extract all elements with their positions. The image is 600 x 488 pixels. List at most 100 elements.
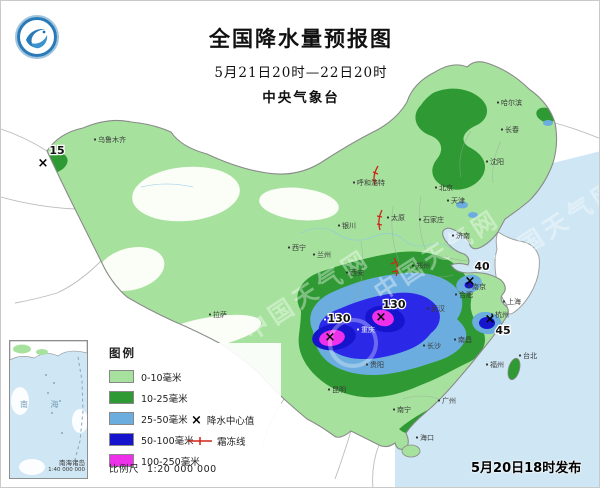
city-label: 长春 [505,125,519,134]
city-dot [93,138,97,141]
legend-label: 0-10毫米 [141,372,182,384]
city-dot [327,388,331,391]
frost-line [371,165,399,277]
city-label: 南宁 [397,405,411,414]
legend-label: 10-25毫米 [141,393,188,405]
legend-swatch [109,370,134,383]
city-dot [208,313,212,316]
precip-center-value: 130 [328,312,351,325]
city-label: 福州 [490,360,504,369]
city-label: 长沙 [427,341,441,350]
city-dot [485,160,489,163]
precip-center-value: 130 [383,298,406,311]
legend-rows: 0-10毫米 10-25毫米 25-50毫米 50-100毫米 100-250毫米 [109,366,277,471]
scale-label: 比例尺 [109,464,140,475]
precip-center-x-icon: × [191,412,202,428]
inset-caption-scale: 1:40 000 000 [48,467,85,474]
dragon-swirl-icon [26,29,46,48]
foreign-border-lines [1,122,599,487]
south-china-sea-inset: 南 海 南海诸岛 1:40 000 000 [9,340,88,479]
city-label: 南京 [472,282,486,291]
city-label: 西安 [350,268,364,277]
legend-swatch [109,454,134,467]
city-label: 乌鲁木齐 [98,135,126,144]
precip-center-mark: × [376,310,387,325]
province-border-lines [355,130,502,400]
city-dot [312,253,316,256]
city-label: 拉萨 [213,310,227,319]
city-dot [500,128,504,131]
city-label: 重庆 [361,325,375,334]
legend-row: 0-10毫米 [109,366,277,387]
city-dot [337,224,341,227]
city-dot [386,216,390,219]
city-dot [502,300,506,303]
zone-100-250 [319,309,394,347]
city-label: 北京 [439,183,453,192]
inset-sea-label: 南 海 [20,400,69,409]
city-label: 呼和浩特 [357,178,385,187]
legend-swatch [109,412,134,425]
city-label: 武汉 [431,304,445,313]
legend-center-label: 降水中心值 [206,416,255,427]
city-dot [496,101,500,104]
city-dot [518,354,522,357]
city-label: 天津 [451,197,465,205]
river-lines [140,183,454,252]
frost-line-icon [188,437,212,445]
legend-title: 图例 [109,346,136,360]
city-label: 海口 [420,433,434,442]
precip-center-mark: × [325,330,336,345]
city-label: 济南 [456,231,470,240]
precip-center-value: 40 [474,260,490,273]
precip-center-value: 45 [495,324,510,337]
city-label: 杭州 [495,310,509,319]
legend-label: 50-100毫米 [141,435,194,447]
precip-center-mark: × [465,274,476,289]
scale-value: 1:20 000 000 [147,464,217,475]
korea-peninsula [494,231,540,315]
precip-center-mark: × [38,156,49,171]
city-dot [345,271,349,274]
precip-centers-layer: ×15×40×45×130 ×130 [38,143,512,345]
city-label: 昆明 [332,386,346,394]
sea-area [395,151,599,487]
city-label: 银川 [342,221,356,230]
legend-frost-symbol: 霜冻线 [187,434,246,448]
city-label: 台北 [523,351,537,360]
taiwan-island [507,357,521,381]
legend-row: 50-100毫米 [109,429,277,450]
city-dot [467,285,471,288]
city-dot [451,234,455,237]
city-label: 上海 [507,297,521,306]
city-dot [356,328,360,331]
city-label: 南昌 [458,335,472,344]
city-dot [352,181,356,184]
release-timestamp: 5月20日18时发布 [471,461,582,476]
city-dot [323,318,327,321]
city-dot [485,363,489,366]
china-border-line [46,61,558,450]
city-dot [418,218,422,221]
city-dot [453,338,457,341]
legend-center-symbol: × 降水中心值 [191,412,255,428]
city-dot [392,408,396,411]
city-dot [426,307,430,310]
city-label: 沈阳 [490,157,504,166]
legend-row: 10-25毫米 [109,387,277,408]
city-dot [446,199,450,202]
map-scale: 比例尺 1:20 000 000 [109,461,217,475]
city-dot [422,344,426,347]
legend: 图例 0-10毫米 10-25毫米 25-50毫米 50-100毫米 100-250毫米… [105,343,281,473]
city-label: 西宁 [292,243,306,252]
city-dot [365,363,369,366]
city-label: 兰州 [317,250,331,259]
legend-row: 25-50毫米 [109,408,277,429]
inset-caption-name: 南海诸岛 [59,458,85,467]
city-dot [287,246,291,249]
legend-label: 25-50毫米 [141,414,188,426]
city-label: 贵阳 [370,360,384,369]
city-dot [434,186,438,189]
